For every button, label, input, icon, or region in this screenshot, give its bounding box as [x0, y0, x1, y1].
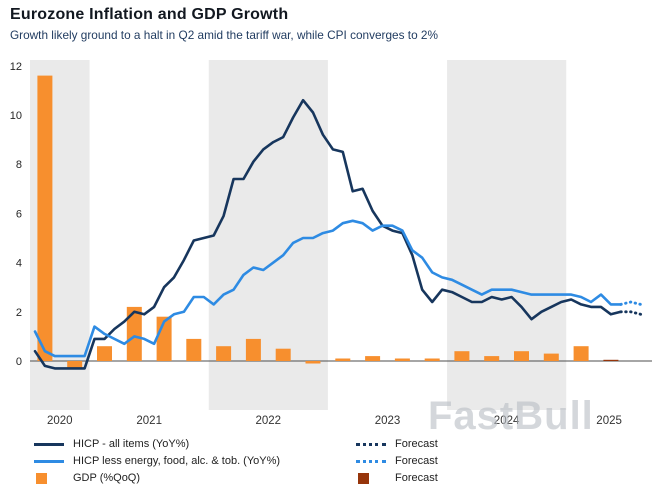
- gdp-bar: [514, 351, 529, 361]
- legend-line-swatch-icon: [34, 459, 64, 463]
- hicp-all-forecast-line: [619, 310, 643, 316]
- y-axis-label: 6: [16, 208, 22, 220]
- y-axis-label: 8: [16, 159, 22, 171]
- y-axis-label: 10: [10, 110, 22, 122]
- x-axis-label: 2025: [596, 415, 622, 427]
- hicp-core-forecast-line: [619, 300, 643, 306]
- y-axis-label: 4: [16, 258, 22, 270]
- gdp-bar: [37, 75, 53, 361]
- legend-dotted-swatch-icon: [356, 442, 386, 446]
- legend-item: Forecast: [356, 470, 438, 486]
- x-axis-label: 2024: [494, 415, 520, 427]
- legend-square-swatch-icon: [34, 472, 64, 484]
- legend-square-swatch-icon: [356, 472, 386, 484]
- x-axis-label: 2021: [136, 415, 162, 427]
- x-axis-label: 2020: [47, 415, 73, 427]
- gdp-bar: [126, 306, 142, 361]
- page-title: Eurozone Inflation and GDP Growth: [10, 6, 289, 23]
- legend-line-swatch-icon: [34, 442, 64, 446]
- legend-label: HICP less energy, food, alc. & tob. (YoY…: [73, 455, 281, 467]
- gdp-bar: [275, 348, 291, 361]
- legend-dotted-swatch-icon: [356, 459, 386, 463]
- gdp-bar: [305, 361, 321, 364]
- y-axis-label: 12: [10, 61, 22, 73]
- legend-label: Forecast: [395, 438, 438, 450]
- legend-item: Forecast: [356, 453, 438, 469]
- legend-item: Forecast: [356, 436, 438, 452]
- hicp-all-line: [33, 98, 623, 370]
- chart-subtitle: Growth likely ground to a halt in Q2 ami…: [10, 28, 438, 42]
- legend-item: HICP less energy, food, alc. & tob. (YoY…: [34, 453, 356, 469]
- gdp-bar: [454, 351, 470, 361]
- chart-plot-area: 0 2 4 6 8 10 12 2020 2021 2022 2023 2024 2025: [10, 60, 652, 427]
- gdp-bar: [424, 358, 440, 361]
- gdp-bar: [67, 361, 83, 369]
- gdp-bar: [484, 356, 500, 361]
- y-axis-label: 0: [16, 356, 22, 368]
- chart-header: Eurozone Inflation and GDP Growth Growth…: [10, 6, 664, 42]
- legend-label: Forecast: [395, 472, 438, 484]
- gdp-bar: [394, 358, 410, 361]
- legend-item: GDP (%QoQ): [34, 470, 356, 486]
- gdp-bar: [573, 346, 589, 361]
- gdp-bar: [365, 356, 381, 361]
- legend-item: HICP - all items (YoY%): [34, 436, 356, 452]
- gdp-bar: [543, 353, 559, 361]
- hicp-core-line: [33, 219, 623, 358]
- gdp-forecast-bar: [603, 359, 619, 361]
- x-axis-label: 2023: [375, 415, 401, 427]
- y-axis-label: 2: [16, 307, 22, 319]
- legend-label: HICP - all items (YoY%): [73, 438, 190, 450]
- gdp-bar: [335, 358, 351, 361]
- gdp-bar: [97, 346, 112, 361]
- legend-label: Forecast: [395, 455, 438, 467]
- legend-label: GDP (%QoQ): [73, 472, 141, 484]
- chart-legend: HICP - all items (YoY%) HICP less energy,…: [34, 436, 438, 486]
- gdp-bar: [245, 338, 261, 361]
- gdp-bar: [186, 338, 202, 361]
- x-axis-label: 2022: [256, 415, 282, 427]
- gdp-bar: [216, 346, 232, 361]
